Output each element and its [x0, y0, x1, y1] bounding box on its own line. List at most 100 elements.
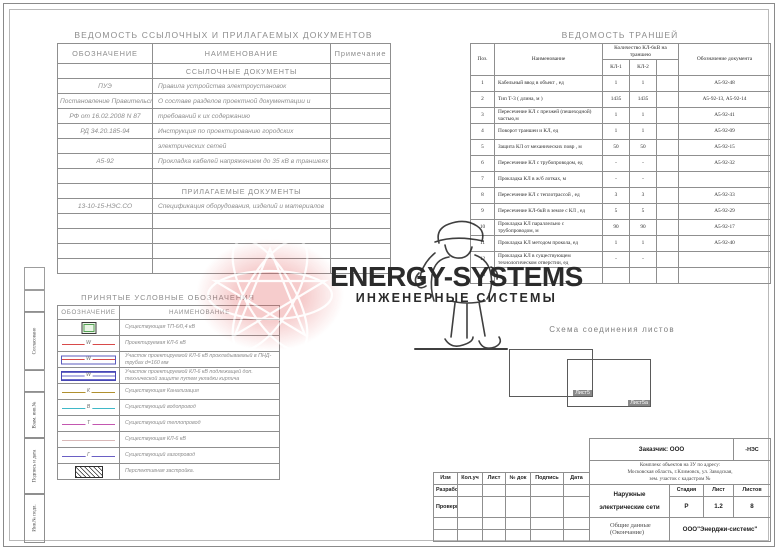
doc-list-header-2: Примечание: [330, 43, 391, 64]
doc-list-empty-name-1: [152, 228, 331, 244]
stage-value: Р: [669, 495, 704, 518]
trench-header-qty-group: Количество КЛ-6кВ на траншею: [602, 43, 679, 60]
trench-kl2-3: 1: [629, 123, 657, 140]
trench-header-kl2: КЛ-2: [629, 59, 657, 76]
trench-kl2-8: 5: [629, 203, 657, 220]
trench-pos-8: 9: [470, 203, 495, 220]
margin-label-soglasovano: Согласовано: [32, 327, 37, 355]
customer-label: Заказчик: ООО: [589, 438, 734, 461]
sheet-join-title: Схема соединения листов: [549, 325, 675, 334]
rev-cell-4-2: [457, 528, 483, 542]
trench-doc-10: А5-92-40: [678, 235, 771, 252]
trench-kl2-0: 1: [629, 75, 657, 92]
doc-list-name-2: требований к их содержанию: [152, 108, 331, 124]
doc-list-name-5: Прокладка кабелей напряжением до 35 кВ в…: [152, 153, 331, 169]
rev-cell-4-1: [433, 528, 458, 542]
trench-name-7: Пересечение КЛ с теплотрассой , ед: [494, 187, 603, 204]
sheet-join-scheme: Схема соединения листов Лист5 Лист5а: [487, 325, 737, 415]
trench-pos-10: 11: [470, 235, 495, 252]
doc-list-name-0: Правила устройства электроустановок: [152, 78, 331, 94]
doc-list-note-0: [330, 78, 391, 94]
document-name-line1: Общие данные: [610, 522, 651, 529]
trench-kl1-2: 1: [602, 107, 630, 124]
trench-extra-3: [656, 123, 679, 140]
trench-kl2-11: -: [629, 251, 657, 268]
doc-list-code-0: ПУЭ: [57, 78, 153, 94]
doc-list-empty-code-3: [57, 258, 153, 274]
trench-kl1-0: 1: [602, 75, 630, 92]
trench-kl1-6: -: [602, 171, 630, 188]
trench-kl2-6: -: [629, 171, 657, 188]
rev-header-izm: Изм: [433, 471, 458, 485]
legend-symbol-5: В: [57, 399, 120, 416]
trench-pos-6: 7: [470, 171, 495, 188]
rev-header-data: Дата: [563, 471, 590, 485]
doc-list-empty-code-2: [57, 243, 153, 259]
legend-symbol-9: [57, 463, 120, 480]
section-name-line2: электрические сети: [599, 503, 660, 511]
legend-header-symbol: ОБОЗНАЧЕНИЕ: [57, 305, 120, 320]
trench-kl2-7: 3: [629, 187, 657, 204]
title-block: Заказчик: ООО -НЭС Комплекс объектов на …: [433, 438, 771, 542]
sheet-value: 1.2: [703, 495, 734, 518]
rev-cell-4-4: [505, 528, 531, 542]
doc-list-empty-note-0: [330, 213, 391, 229]
trench-kl1-4: 50: [602, 139, 630, 156]
doc-list-section-row: ССЫЛОЧНЫЕ ДОКУМЕНТЫ: [57, 63, 391, 79]
doc-list-empty-name-2: [152, 243, 331, 259]
trench-kl1-1: 1435: [602, 91, 630, 108]
doc-list-attached-name-0: Спецификация оборудования, изделий и мат…: [152, 198, 331, 214]
rev-header-koluch: Кол.уч: [457, 471, 483, 485]
legend-row: Существующая КЛ-6 кВ: [57, 431, 280, 448]
sheet-header: Лист: [703, 483, 734, 497]
doc-list-row: ПУЭ Правила устройства электроустановок: [57, 78, 391, 94]
trench-row: 11 Прокладка КЛ методом прокола, ед 1 1 А5-9…: [470, 235, 771, 252]
legend-symbol-7: [57, 431, 120, 448]
trench-row: 10 Прокладка КЛ параллельно с трубопровод…: [470, 219, 771, 236]
trench-row: 9 Пересечение КЛ-6кВ в земле с КЛ , ед 5 5 А…: [470, 203, 771, 220]
project-code: -НЭС: [733, 438, 771, 461]
trench-kl1-8: 5: [602, 203, 630, 220]
trench-extra-11: [656, 251, 679, 268]
rev-cell-4-3: [482, 528, 506, 542]
sheet-box-2: Лист5а: [567, 359, 651, 407]
legend-symbol-1: W: [57, 335, 120, 352]
title-blank-2: [434, 450, 590, 461]
doc-list-empty-row: [57, 243, 391, 259]
trench-row: 13: [470, 267, 771, 284]
rev-cell-1-4: [505, 483, 531, 497]
legend-name-7: Существующая КЛ-6 кВ: [119, 431, 280, 448]
doc-list-section-reference: ССЫЛОЧНЫЕ ДОКУМЕНТЫ: [152, 63, 331, 79]
legend-name-1: Проектируемая КЛ-6 кВ: [119, 335, 280, 352]
sheet-box-1-label: Лист5: [573, 390, 592, 396]
rev-header-list: Лист: [482, 471, 506, 485]
doc-list-section-note: [330, 63, 391, 79]
trench-kl1-5: -: [602, 155, 630, 172]
trench-row: 1 Кабельный ввод в объект , ед 1 1 А5-92-48: [470, 75, 771, 92]
legend-name-0: Существующая ТП-6/0,4 кВ: [119, 319, 280, 336]
object-address-line2: Московская область, г.Климовск, ул. Заво…: [627, 468, 733, 475]
trench-row: 6 Пересечение КЛ с трубопроводом, ед - - А5-…: [470, 155, 771, 172]
legend-symbol-2: W: [57, 351, 120, 368]
trench-kl1-9: 90: [602, 219, 630, 236]
doc-list-attached-note-0: [330, 198, 391, 214]
rev-header-podpis: Подпись: [530, 471, 564, 485]
rev-header-ndok: № док: [505, 471, 531, 485]
rev-cell-3-3: [482, 516, 506, 530]
trench-name-0: Кабельный ввод в объект , ед: [494, 75, 603, 92]
stage-header: Стадия: [669, 483, 704, 497]
trench-kl2-5: -: [629, 155, 657, 172]
sheets-total-header: Листов: [733, 483, 771, 497]
trench-list-table: ВЕДОМОСТЬ ТРАНШЕЙ Поз. Наименование Коли…: [470, 30, 771, 284]
rev-cell-2-3: [482, 495, 506, 518]
doc-list-section-code: [57, 63, 153, 79]
sheet-box-1: Лист5: [509, 349, 593, 397]
doc-list-spacer-row: [57, 168, 391, 184]
trench-kl2-4: 50: [629, 139, 657, 156]
trench-list-title: ВЕДОМОСТЬ ТРАНШЕЙ: [561, 30, 679, 40]
company-name: ООО"Энерджи-системс": [669, 516, 771, 542]
trench-extra-8: [656, 203, 679, 220]
trench-extra-4: [656, 139, 679, 156]
trench-pos-4: 5: [470, 139, 495, 156]
